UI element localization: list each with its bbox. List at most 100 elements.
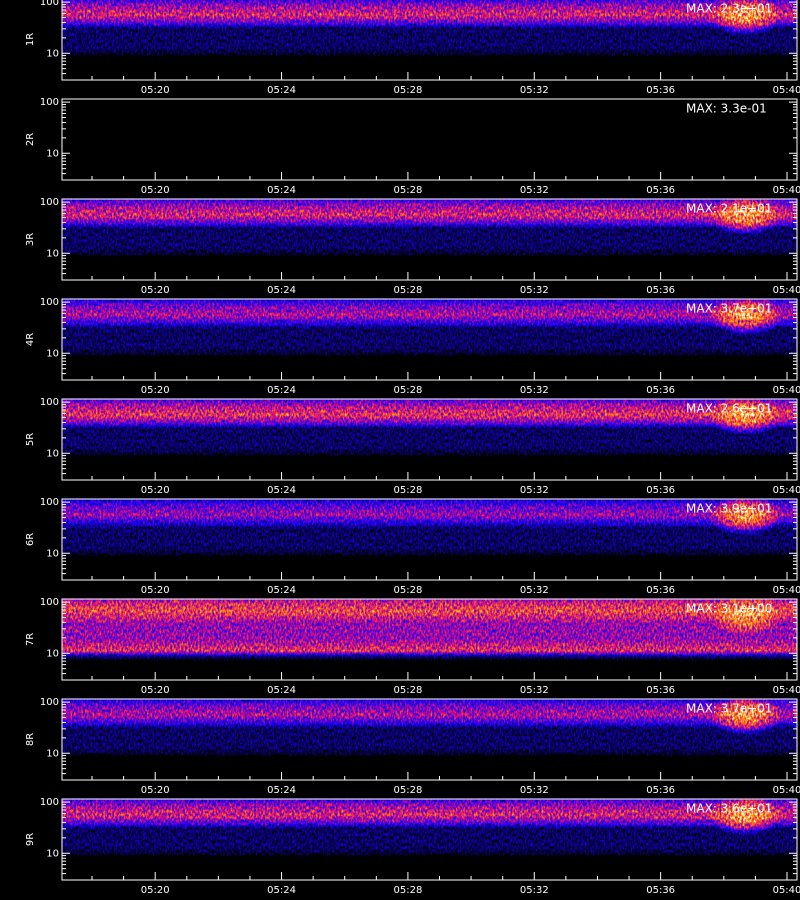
spectrogram <box>62 395 797 480</box>
intensity <box>62 799 797 880</box>
x-tick-label: 05:20 <box>141 185 170 196</box>
x-tick-label: 05:28 <box>393 85 422 96</box>
x-tick-label: 05:36 <box>646 885 675 896</box>
spectrogram <box>62 595 797 680</box>
x-tick-label: 05:20 <box>141 485 170 496</box>
y-tick-label: 10 <box>46 248 59 259</box>
x-tick-label: 05:20 <box>141 385 170 396</box>
max-label: MAX: 3.1e+00 <box>686 602 772 616</box>
max-label: MAX: 3.6e+01 <box>686 802 772 816</box>
y-tick-label: 10 <box>46 848 59 859</box>
x-tick-label: 05:32 <box>520 885 549 896</box>
x-tick-label: 05:40 <box>773 885 800 896</box>
hot-spot <box>707 695 784 736</box>
spectrogram <box>62 195 797 280</box>
panel: 10 100 05:20 05:24 05:28 05:32 05:36 05:40 5R MAX… <box>25 395 800 496</box>
plot-frame <box>61 498 798 581</box>
x-tick-label: 05:24 <box>267 785 296 796</box>
hot-spot <box>707 795 784 836</box>
y-tick-label: 10 <box>46 648 59 659</box>
panel-label: 8R <box>25 733 36 746</box>
x-tick-label: 05:24 <box>267 185 296 196</box>
panel-label: 9R <box>25 833 36 846</box>
max-label: MAX: 3.7e+01 <box>686 702 772 716</box>
intensity <box>62 299 797 380</box>
spectrogram <box>62 695 797 780</box>
hot-spot <box>707 595 784 636</box>
plot-frame <box>61 398 798 481</box>
panel-label: 5R <box>25 433 36 446</box>
y-tick-label: 100 <box>40 297 59 308</box>
y-tick-label: 10 <box>46 748 59 759</box>
x-tick-label: 05:40 <box>773 785 800 796</box>
x-tick-label: 05:24 <box>267 585 296 596</box>
x-tick-label: 05:32 <box>520 485 549 496</box>
x-tick-label: 05:40 <box>773 85 800 96</box>
x-tick-label: 05:20 <box>141 585 170 596</box>
hot-spot <box>707 395 784 436</box>
x-tick-label: 05:36 <box>646 785 675 796</box>
y-tick-label: 100 <box>40 0 59 8</box>
x-tick-label: 05:40 <box>773 685 800 696</box>
intensity <box>62 0 797 80</box>
panel-label: 2R <box>25 133 36 146</box>
x-tick-label: 05:20 <box>141 785 170 796</box>
panel: 10 100 05:20 05:24 05:28 05:32 05:36 05:40 3R MAX… <box>25 195 800 296</box>
y-tick-label: 10 <box>46 348 59 359</box>
hot-spot <box>707 195 784 236</box>
panel: 10 100 05:20 05:24 05:28 05:32 05:36 05:40 6R MAX… <box>25 495 800 596</box>
panel: 10 100 05:20 05:24 05:28 05:32 05:36 05:40 9R MAX… <box>25 795 800 896</box>
max-label: MAX: 2.3e+01 <box>686 2 772 16</box>
x-tick-label: 05:32 <box>520 585 549 596</box>
x-tick-label: 05:36 <box>646 685 675 696</box>
panel-label: 7R <box>25 633 36 646</box>
intensity <box>62 399 797 480</box>
panel-label: 1R <box>25 33 36 46</box>
max-label: MAX: 2.1e+01 <box>686 202 772 216</box>
x-tick-label: 05:40 <box>773 285 800 296</box>
plot-frame <box>61 98 798 181</box>
x-tick-label: 05:32 <box>520 385 549 396</box>
x-tick-label: 05:28 <box>393 485 422 496</box>
x-tick-label: 05:24 <box>267 885 296 896</box>
y-tick-label: 100 <box>40 597 59 608</box>
y-tick-label: 100 <box>40 797 59 808</box>
intensity <box>62 499 797 580</box>
panel: 10 100 05:20 05:24 05:28 05:32 05:36 05:40 7R MAX… <box>25 595 800 696</box>
panel-label: 4R <box>25 333 36 346</box>
y-tick-label: 100 <box>40 697 59 708</box>
y-tick-label: 100 <box>40 197 59 208</box>
hot-spot <box>707 495 784 536</box>
x-tick-label: 05:24 <box>267 85 296 96</box>
x-tick-label: 05:20 <box>141 85 170 96</box>
x-tick-label: 05:32 <box>520 185 549 196</box>
x-tick-label: 05:28 <box>393 685 422 696</box>
x-tick-label: 05:36 <box>646 485 675 496</box>
y-tick-label: 100 <box>40 497 59 508</box>
plot-frame <box>61 298 798 381</box>
spectrogram <box>62 795 797 880</box>
x-tick-label: 05:36 <box>646 585 675 596</box>
x-tick-label: 05:28 <box>393 785 422 796</box>
x-tick-label: 05:20 <box>141 885 170 896</box>
max-label: MAX: 3.3e-01 <box>686 102 767 116</box>
x-tick-label: 05:24 <box>267 285 296 296</box>
panel: 10 100 05:20 05:24 05:28 05:32 05:36 05:40 4R MAX… <box>25 295 800 396</box>
max-label: MAX: 2.6e+01 <box>686 402 772 416</box>
x-tick-label: 05:28 <box>393 285 422 296</box>
x-tick-label: 05:36 <box>646 285 675 296</box>
y-tick-label: 10 <box>46 448 59 459</box>
panel: 10 100 05:20 05:24 05:28 05:32 05:36 05:40 1R MAX… <box>25 0 800 96</box>
hot-spot <box>707 295 784 336</box>
plot-frame <box>61 0 798 81</box>
y-tick-label: 10 <box>46 548 59 559</box>
x-tick-label: 05:32 <box>520 285 549 296</box>
x-tick-label: 05:28 <box>393 385 422 396</box>
x-tick-label: 05:28 <box>393 885 422 896</box>
plot-frame <box>61 198 798 281</box>
y-tick-label: 100 <box>40 397 59 408</box>
intensity <box>62 699 797 780</box>
panel: 10 100 05:20 05:24 05:28 05:32 05:36 05:40 8R MAX… <box>25 695 800 796</box>
intensity <box>62 199 797 280</box>
